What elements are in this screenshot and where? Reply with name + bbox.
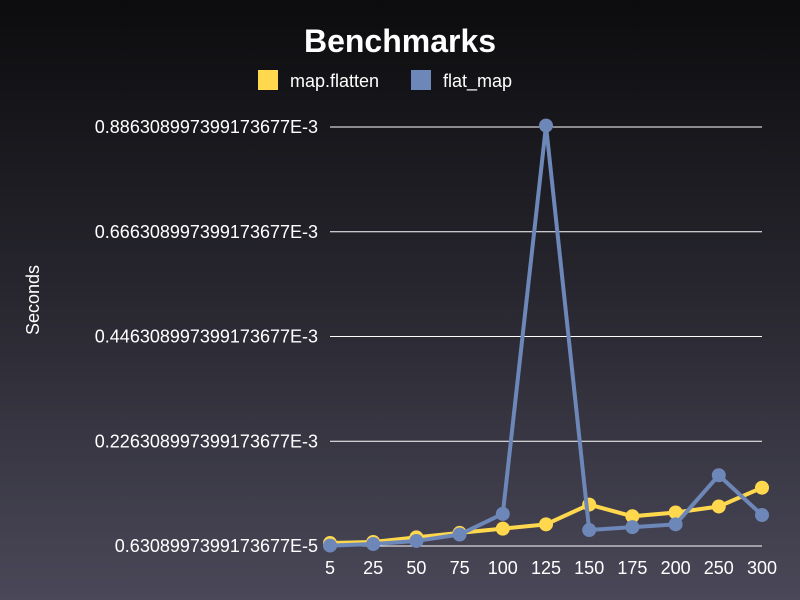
y-tick-label: 0.226308997399173677E-3 (95, 431, 318, 451)
y-tick-label: 0.666308997399173677E-3 (95, 222, 318, 242)
x-tick-label: 250 (704, 558, 734, 578)
data-point (625, 509, 640, 524)
x-tick-label: 200 (661, 558, 691, 578)
x-tick-label: 75 (450, 558, 470, 578)
x-tick-label: 150 (574, 558, 604, 578)
data-point (668, 505, 683, 520)
data-point (755, 480, 769, 495)
x-tick-label: 125 (531, 558, 561, 578)
data-point (711, 468, 726, 483)
data-point (539, 118, 553, 133)
x-tick-label: 175 (617, 558, 647, 578)
data-point (409, 533, 424, 548)
data-point (495, 506, 510, 521)
x-tick-label: 25 (363, 558, 383, 578)
x-tick-label: 50 (406, 558, 426, 578)
gridlines (330, 126, 762, 547)
data-point (625, 520, 640, 535)
data-point (495, 521, 510, 536)
x-tick-label: 5 (325, 558, 335, 578)
series-map-flatten (323, 480, 769, 551)
legend-label: flat_map (443, 71, 512, 92)
legend-swatch (258, 70, 278, 90)
y-axis-label: Seconds (23, 265, 43, 335)
data-point (711, 499, 726, 514)
legend-swatch (411, 70, 431, 90)
y-axis-tick-labels: 0.6308997399173677E-5 0.22630899739917367… (95, 117, 318, 556)
y-tick-label: 0.886308997399173677E-3 (95, 117, 318, 137)
data-point (755, 508, 769, 523)
series-line (329, 123, 764, 548)
chart-title: Benchmarks (304, 23, 496, 59)
data-point (366, 537, 381, 552)
data-point (668, 517, 683, 532)
y-tick-label: 0.6308997399173677E-5 (115, 536, 318, 556)
data-point (582, 523, 597, 538)
x-tick-label: 100 (488, 558, 518, 578)
x-axis-tick-labels: 5 25 50 75 100 125 150 175 200 250 300 (325, 558, 777, 578)
series-flat-map (323, 118, 769, 553)
series-line (329, 485, 763, 546)
data-point (539, 517, 553, 532)
x-tick-label: 300 (747, 558, 777, 578)
legend-label: map.flatten (290, 71, 379, 91)
series-group (323, 118, 769, 553)
y-tick-label: 0.446308997399173677E-3 (95, 327, 318, 347)
legend: map.flatten flat_map (258, 70, 512, 92)
data-point (323, 538, 337, 553)
data-point (452, 527, 467, 542)
